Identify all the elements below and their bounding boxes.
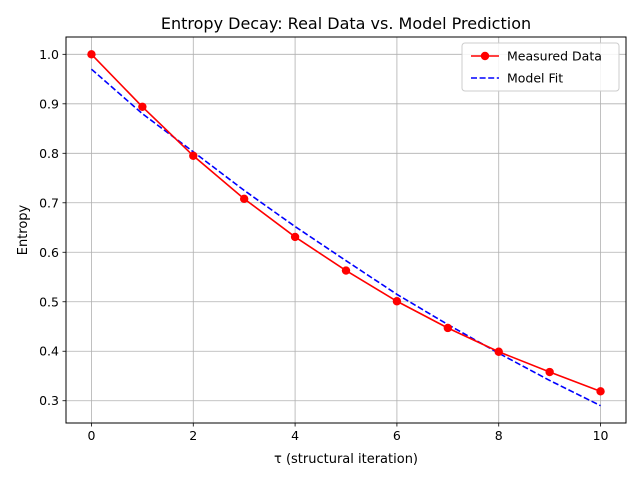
y-tick-label: 1.0 — [39, 47, 59, 62]
x-axis-label: τ (structural iteration) — [274, 452, 418, 467]
y-tick-label: 0.9 — [39, 96, 59, 111]
x-tick-label: 4 — [291, 428, 299, 443]
measured-data-point — [392, 297, 402, 306]
x-tick-label: 0 — [87, 428, 95, 443]
y-tick-label: 0.6 — [39, 245, 59, 260]
measured-data-point — [138, 102, 147, 111]
x-tick-label: 2 — [189, 428, 197, 443]
axis-ticks: 0 2 4 6 8 10 0.3 0.4 0.5 0.6 0.7 0.8 0.9 1.0 — [39, 47, 608, 443]
y-tick-label: 0.5 — [39, 294, 59, 309]
chart-title: Entropy Decay: Real Data vs. Model Predi… — [161, 14, 531, 33]
legend-box — [461, 42, 620, 92]
measured-data-point — [239, 194, 249, 204]
x-tick-label: 6 — [393, 428, 401, 443]
measured-data-point — [87, 50, 96, 59]
legend-measured-data-label: Measured Data — [507, 49, 602, 64]
measured-data-point — [596, 387, 605, 396]
y-tick-label: 0.7 — [39, 195, 59, 210]
model-fit-line — [90, 68, 601, 407]
y-tick-label: 0.3 — [39, 393, 59, 408]
measured-data-point — [494, 347, 503, 356]
grid-lines — [66, 37, 626, 423]
measured-data-point — [341, 266, 351, 275]
legend: Measured Data Model Fit — [461, 42, 620, 92]
measured-data-point — [443, 323, 453, 333]
measured-data-point — [545, 367, 554, 377]
measured-data-point — [290, 232, 300, 242]
x-tick-label: 8 — [495, 428, 503, 443]
legend-measured-data-marker — [480, 51, 490, 61]
x-tick-label: 10 — [593, 428, 609, 443]
measured-data-point — [189, 151, 198, 160]
series-layer — [87, 50, 605, 407]
y-axis-label: Entropy — [16, 204, 31, 255]
y-tick-label: 0.4 — [39, 344, 59, 359]
y-tick-label: 0.8 — [39, 146, 59, 161]
plot-frame — [65, 36, 627, 424]
legend-model-fit-label: Model Fit — [507, 71, 563, 86]
